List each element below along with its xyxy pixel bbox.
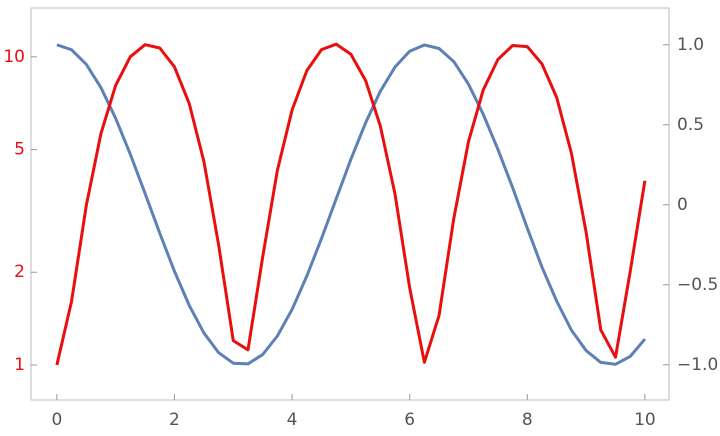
- y2-tick-label: 0: [677, 195, 688, 215]
- y2-tick-label: −0.5: [677, 275, 718, 295]
- x-tick-label: 10: [634, 410, 656, 430]
- y2-tick-label: −1.0: [677, 355, 718, 375]
- line-series: [55, 42, 647, 366]
- y-tick-label: 1: [14, 355, 25, 375]
- y-tick-label: 2: [14, 262, 25, 282]
- x-tick-label: 8: [522, 410, 533, 430]
- x-tick-label: 2: [169, 410, 180, 430]
- x-tick-label: 6: [404, 410, 415, 430]
- x-tick-label: 4: [287, 410, 298, 430]
- frame: [30, 7, 670, 401]
- line-series: [56, 43, 647, 366]
- y-tick-label: 10: [3, 47, 25, 67]
- y2-tick-label: 0.5: [677, 115, 704, 135]
- y-tick-label: 5: [14, 140, 25, 160]
- y2-tick-label: 1.0: [677, 35, 704, 55]
- x-tick-label: 0: [51, 410, 62, 430]
